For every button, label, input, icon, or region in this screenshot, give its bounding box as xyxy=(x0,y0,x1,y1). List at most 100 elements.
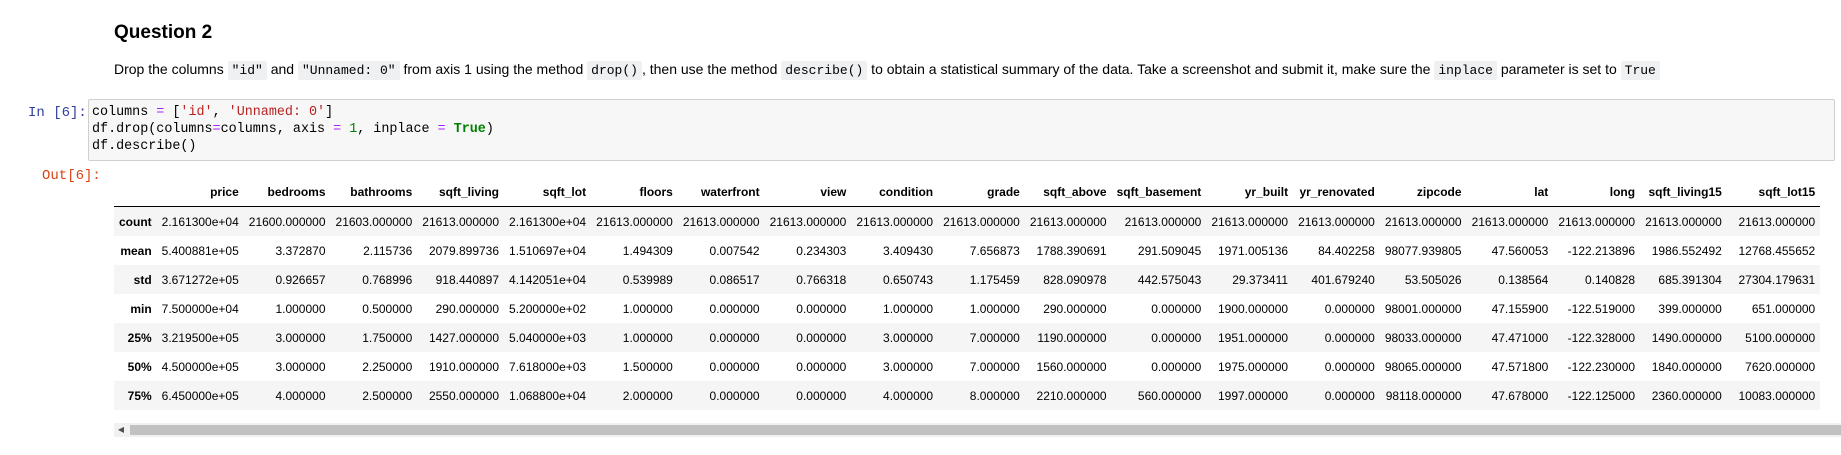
table-cell: 2079.899736 xyxy=(428,243,500,258)
row-label: count xyxy=(119,214,152,229)
table-cell: 21613.000000 xyxy=(1558,214,1636,229)
table-cell: 53.505026 xyxy=(1404,272,1462,287)
table-row: count 2.161300e+04 21600.000000 21603.00000… xyxy=(114,206,1821,236)
table-cell: 2015.000000 xyxy=(1206,410,1293,416)
table-cell: 1986.552492 xyxy=(1651,243,1722,258)
table-cell: 21613.000000 xyxy=(1738,214,1816,229)
table-cell: 21613.000000 xyxy=(1029,214,1107,229)
table-cell: 2550.000000 xyxy=(428,388,500,403)
code-token: df.describe() xyxy=(92,139,197,154)
table-cell: 7.618000e+03 xyxy=(509,359,587,374)
table-cell: 0.766318 xyxy=(796,272,847,287)
table-cell: 0.000000 xyxy=(709,359,760,374)
column-header: yr_built xyxy=(1206,178,1294,207)
column-header: price xyxy=(156,178,244,207)
table-cell: 0.000000 xyxy=(796,388,847,403)
scroll-left-arrow-icon[interactable]: ◀ xyxy=(117,425,125,434)
table-cell: 0.000000 xyxy=(709,301,760,316)
table-cell: 4.000000 xyxy=(765,410,852,416)
scrollbar-thumb[interactable] xyxy=(130,425,1841,435)
table-header-row: price bedrooms bathrooms sqft_living sqft_lo… xyxy=(114,178,1821,207)
table-cell: 0.500000 xyxy=(362,301,413,316)
table-cell: 8.000000 xyxy=(331,410,418,416)
table-cell: 0.000000 xyxy=(796,330,847,345)
inline-code: drop() xyxy=(587,61,642,80)
table-cell: 5100.000000 xyxy=(1745,330,1816,345)
table-cell: 8.000000 xyxy=(969,388,1020,403)
table-cell: 10083.000000 xyxy=(1738,388,1816,403)
paragraph-text: parameter is set to xyxy=(1496,61,1621,77)
question-heading: Question 2 xyxy=(114,22,213,43)
code-token: [ xyxy=(164,105,181,120)
code-token: 'Unnamed: 0' xyxy=(228,105,326,120)
table-cell: 1.000000 xyxy=(622,330,673,345)
table-cell: 21613.000000 xyxy=(1124,214,1202,229)
code-token: 'id' xyxy=(180,105,213,120)
table-row: 75% 6.450000e+05 4.000000 2.500000 2550.0000… xyxy=(114,381,1821,410)
table-cell: 3.000000 xyxy=(883,359,934,374)
table-cell: 21613.000000 xyxy=(422,214,500,229)
table-cell: 0.000000 xyxy=(796,301,847,316)
table-cell: 0.000000 xyxy=(1324,388,1375,403)
describe-table: price bedrooms bathrooms sqft_living sqft_lo… xyxy=(114,178,1821,417)
inline-code: inplace xyxy=(1434,61,1497,80)
output-prompt: Out[6]: xyxy=(42,168,101,184)
table-cell: 47.155900 xyxy=(1491,301,1549,316)
horizontal-scrollbar[interactable]: ◀ xyxy=(114,423,1841,437)
table-cell: 4.142051e+04 xyxy=(509,272,587,287)
table-cell: 4.000000 xyxy=(275,388,326,403)
code-token xyxy=(341,122,349,137)
column-header: bedrooms xyxy=(243,178,331,207)
column-header: lat xyxy=(1466,178,1554,207)
table-cell: 2.250000 xyxy=(362,359,413,374)
column-header: condition xyxy=(851,178,939,207)
table-cell: 1971.005136 xyxy=(1217,243,1289,258)
table-cell: 3.671272e+05 xyxy=(161,272,239,287)
table-cell: -122.328000 xyxy=(1567,330,1636,345)
column-header: grade xyxy=(938,178,1025,207)
table-cell: 98118.000000 xyxy=(1385,388,1462,403)
code-token: , inplace xyxy=(357,122,438,137)
table-cell: 399.000000 xyxy=(1658,301,1722,316)
table-row: 25% 3.219500e+05 3.000000 1.750000 1427.0000… xyxy=(114,323,1821,352)
table-cell: 6.450000e+05 xyxy=(161,388,239,403)
table-cell: 3.500000 xyxy=(591,410,678,416)
column-header: sqft_living xyxy=(417,178,505,207)
code-input-area[interactable]: columns = ['id', 'Unnamed: 0'] df.drop(co… xyxy=(88,99,1835,161)
table-cell: 828.090978 xyxy=(1043,272,1107,287)
table-cell: -122.213896 xyxy=(1567,243,1636,258)
code-line: df.describe() xyxy=(92,138,1834,155)
table-cell: 0.007542 xyxy=(709,243,760,258)
table-cell: 5.040000e+03 xyxy=(509,330,587,345)
output-area: price bedrooms bathrooms sqft_living sqft_lo… xyxy=(114,178,1841,416)
table-cell: 3.219500e+05 xyxy=(161,330,239,345)
table-cell: 21613.000000 xyxy=(682,214,760,229)
table-cell: 1.510697e+04 xyxy=(509,243,587,258)
table-cell: 2210.000000 xyxy=(1036,388,1107,403)
table-cell: 1.000000 xyxy=(275,301,326,316)
table-body: count 2.161300e+04 21600.000000 21603.00000… xyxy=(114,206,1821,417)
column-header: sqft_lot xyxy=(504,178,592,207)
table-cell: 33.000000 xyxy=(244,410,331,416)
table-cell: 1190.000000 xyxy=(1037,330,1107,345)
table-row: 50% 4.500000e+05 3.000000 2.250000 1910.0000… xyxy=(114,352,1820,381)
table-cell: 21603.000000 xyxy=(335,214,413,229)
table-cell: 47.560053 xyxy=(1491,243,1549,258)
table-cell: 3.000000 xyxy=(275,359,326,374)
table-cell: 2.161300e+04 xyxy=(161,214,239,229)
table-cell: 7.000000 xyxy=(969,359,1020,374)
table-cell: 290.000000 xyxy=(435,301,500,316)
table-cell: 0.000000 xyxy=(1151,301,1202,316)
inline-code: describe() xyxy=(781,61,868,80)
column-header: yr_renovated xyxy=(1293,178,1380,207)
input-prompt: In [6]: xyxy=(28,105,87,121)
table-corner-cell xyxy=(114,178,157,207)
table-cell: 12768.455652 xyxy=(1738,243,1816,258)
code-token: = xyxy=(156,105,165,120)
table-cell: 27304.179631 xyxy=(1738,272,1816,287)
table-cell: 3.000000 xyxy=(275,330,326,345)
table-cell: 2.161300e+04 xyxy=(509,214,587,229)
table-cell: 1910.000000 xyxy=(428,359,500,374)
table-cell: 2360.000000 xyxy=(1651,388,1722,403)
table-cell: 1560.000000 xyxy=(1036,359,1107,374)
